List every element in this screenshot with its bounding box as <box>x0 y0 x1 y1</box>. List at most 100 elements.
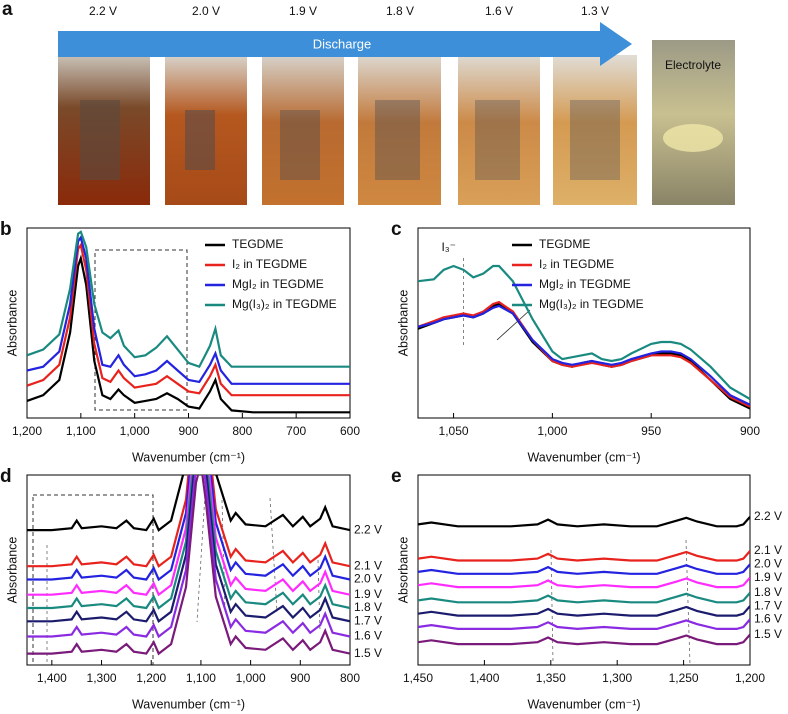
legend-label: Mg(I₃)₂ in TEGDME <box>232 297 337 311</box>
plot-frame <box>417 474 751 666</box>
x-tick-label: 1,350 <box>536 671 566 685</box>
callout-line <box>496 309 531 341</box>
x-tick-label: 1,450 <box>403 671 433 685</box>
spectrum-line <box>27 475 350 639</box>
x-tick-label: 1,000 <box>236 671 266 685</box>
x-axis-title: Wavenumber (cm⁻¹) <box>132 450 245 464</box>
x-tick-label: 1,100 <box>186 671 216 685</box>
x-tick-label: 1,300 <box>602 671 632 685</box>
legend-label: 1.7 V <box>354 613 382 627</box>
x-tick-label: 900 <box>178 424 198 438</box>
y-axis-title: Absorbance <box>396 290 410 357</box>
legend-label: 1.5 V <box>754 627 782 641</box>
x-tick-label: 800 <box>232 424 252 438</box>
discharge-arrow <box>58 22 632 66</box>
legend-label: 1.6 V <box>354 629 382 643</box>
legend-label: I₂ in TEGDME <box>539 257 614 271</box>
y-axis-title: Absorbance <box>396 537 410 604</box>
panel-label: d <box>0 466 12 487</box>
guide-line <box>685 539 691 666</box>
panel-label: b <box>0 219 12 240</box>
x-tick-label: 950 <box>641 424 661 438</box>
vial-photos <box>58 40 735 205</box>
spectrum-line <box>27 475 350 597</box>
annotation: I₃⁻ <box>441 240 456 254</box>
panel-label: c <box>391 219 402 240</box>
voltage-labels: 2.2 V 2.0 V 1.9 V 1.8 V 1.6 V 1.3 V <box>89 4 609 18</box>
x-tick-label: 700 <box>286 424 306 438</box>
spectrum-line <box>27 230 350 369</box>
legend-label: 2.2 V <box>754 509 782 523</box>
legend-label: 1.8 V <box>354 600 382 614</box>
voltage-label: 2.2 V <box>89 4 117 18</box>
guide-line <box>221 499 226 613</box>
guide-line <box>196 494 206 623</box>
voltage-label: 1.6 V <box>485 4 513 18</box>
spectrum-line <box>418 576 750 589</box>
legend-label: MgI₂ in TEGDME <box>232 277 324 291</box>
x-axis-title: Wavenumber (cm⁻¹) <box>527 450 640 464</box>
legend-label: TEGDME <box>232 237 283 251</box>
legend-label: 1.7 V <box>754 598 782 612</box>
x-tick-label: 1,400 <box>469 671 499 685</box>
legend-label: 1.6 V <box>754 612 782 626</box>
spectrum-line <box>418 516 750 528</box>
spectrum-line <box>27 475 350 610</box>
guide-line <box>269 497 278 613</box>
x-tick-label: 1,050 <box>439 424 469 438</box>
spectrum-line <box>418 304 750 406</box>
spectrum-line <box>27 234 350 385</box>
spectrum-line <box>27 475 350 582</box>
spectrum-line <box>418 592 750 604</box>
legend-label: 1.8 V <box>754 585 782 599</box>
legend-label: 1.9 V <box>354 587 382 601</box>
x-tick-label: 900 <box>740 424 760 438</box>
x-tick-label: 600 <box>340 424 360 438</box>
voltage-label: 1.8 V <box>386 4 414 18</box>
arrow-label: Discharge <box>313 36 372 51</box>
legend-label: 2.1 V <box>354 558 382 572</box>
spectrum-line <box>418 302 750 410</box>
x-tick-label: 1,300 <box>87 671 117 685</box>
voltage-label: 1.3 V <box>581 4 609 18</box>
legend-label: MgI₂ in TEGDME <box>539 277 631 291</box>
y-axis-title: Absorbance <box>5 537 19 604</box>
x-tick-label: 1,000 <box>120 424 150 438</box>
x-tick-label: 1,000 <box>537 424 567 438</box>
spectrum-line <box>27 242 350 397</box>
guide-line <box>317 559 321 633</box>
spectrum-line <box>27 475 350 568</box>
legend-label: 2.0 V <box>754 556 782 570</box>
spectrum-line <box>27 254 350 414</box>
voltage-label: 1.9 V <box>289 4 317 18</box>
spectrum-line <box>27 475 350 624</box>
x-tick-label: 1,400 <box>37 671 67 685</box>
electrolyte-label: Electrolyte <box>665 58 721 72</box>
x-tick-label: 1,250 <box>669 671 699 685</box>
panel-label: e <box>391 466 402 487</box>
x-axis-title: Wavenumber (cm⁻¹) <box>132 697 245 711</box>
legend-label: I₂ in TEGDME <box>232 257 307 271</box>
legend-label: 2.0 V <box>354 572 382 586</box>
spectrum-line <box>418 618 750 631</box>
legend-label: 1.9 V <box>754 570 782 584</box>
x-axis-title: Wavenumber (cm⁻¹) <box>527 697 640 711</box>
spectrum-line <box>418 550 750 562</box>
spectrum-line <box>418 563 750 575</box>
spectrum-line <box>418 633 750 646</box>
legend-label: 2.1 V <box>754 543 782 557</box>
y-axis-title: Absorbance <box>5 290 19 357</box>
x-tick-label: 800 <box>340 671 360 685</box>
legend-label: Mg(I₃)₂ in TEGDME <box>539 297 644 311</box>
x-tick-label: 1,200 <box>136 671 166 685</box>
spectrum-line <box>27 475 350 532</box>
x-tick-label: 900 <box>290 671 310 685</box>
x-tick-label: 1,200 <box>12 424 42 438</box>
legend-label: TEGDME <box>539 237 590 251</box>
guide-line <box>550 549 554 663</box>
x-tick-label: 1,200 <box>735 671 765 685</box>
voltage-label: 2.0 V <box>192 4 220 18</box>
spectrum-line <box>418 300 750 408</box>
spectrum-line <box>418 264 750 400</box>
